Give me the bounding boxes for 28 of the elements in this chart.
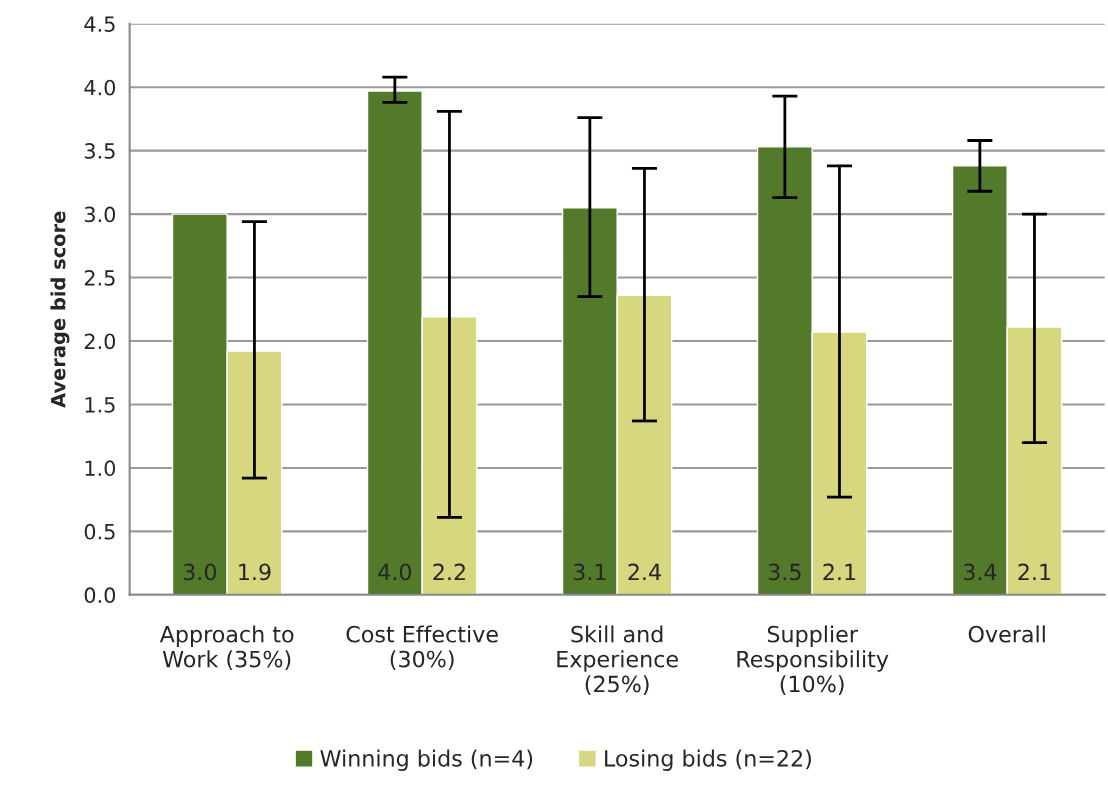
y-tick-label: 1.0: [85, 460, 116, 477]
y-tick-label: 1.5: [85, 397, 115, 413]
x-tick-label: Skill and Experience (25%): [557, 625, 678, 695]
data-label: 2.2: [433, 563, 465, 581]
data-label: 4.0: [378, 563, 412, 581]
y-tick-label: 0.5: [84, 523, 115, 540]
data-label: 3.1: [573, 563, 606, 581]
y-tick-label: 4.0: [84, 79, 116, 96]
data-label: 1.9: [239, 563, 271, 581]
x-tick-label: Approach to Work (35%): [159, 625, 294, 671]
data-label: 3.4: [963, 563, 997, 581]
data-label: 3.0: [183, 563, 217, 581]
data-label: 2.1: [1018, 563, 1051, 581]
y-axis-title: Average bid score: [50, 211, 70, 408]
data-label: 2.4: [628, 563, 661, 581]
x-tick-label: Overall: [968, 625, 1045, 643]
legend-label: Winning bids (n=4): [320, 749, 533, 771]
x-tick-label: Supplier Responsibility (10%): [737, 625, 889, 695]
y-tick-label: 3.5: [84, 143, 115, 159]
legend-label: Losing bids (n=22): [605, 749, 811, 771]
x-tick-label: Cost Effective (30%): [346, 625, 498, 671]
data-label: 3.5: [768, 563, 801, 581]
y-tick-label: 4.5: [84, 16, 115, 32]
y-tick-label: 2.5: [84, 270, 115, 286]
y-tick-label: 2.0: [84, 333, 116, 350]
y-tick-label: 0.0: [84, 587, 116, 604]
y-tick-label: 3.0: [84, 206, 116, 223]
data-label: 2.1: [823, 563, 856, 581]
